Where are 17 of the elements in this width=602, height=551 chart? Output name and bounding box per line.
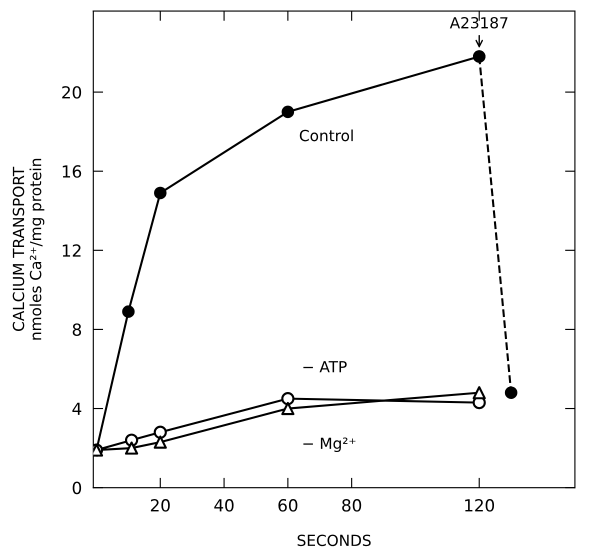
y-axis-title: CALCIUM TRANSPORT nmoles Ca²⁺/mg protein xyxy=(12,158,44,340)
y-tick-label: 0 xyxy=(72,482,82,494)
y-tick-label: 16 xyxy=(62,165,82,178)
x-tick-label: 60 xyxy=(278,499,298,512)
x-axis-title: SECONDS xyxy=(298,534,371,546)
annotation: A23187 xyxy=(450,16,508,29)
series-label: − ATP xyxy=(303,361,347,372)
series-label: − Mg²⁺ xyxy=(303,438,356,452)
y-tick-label: 20 xyxy=(62,86,82,99)
y-tick-label: 4 xyxy=(72,402,82,415)
y-tick-label: 8 xyxy=(72,323,82,336)
y-tick-label: 12 xyxy=(62,244,81,257)
x-tick-label: 80 xyxy=(342,499,362,512)
series-label: Control xyxy=(300,129,353,142)
x-tick-label: 20 xyxy=(150,499,170,512)
x-tick-label: 40 xyxy=(214,499,234,512)
x-tick-label: 120 xyxy=(465,499,494,512)
